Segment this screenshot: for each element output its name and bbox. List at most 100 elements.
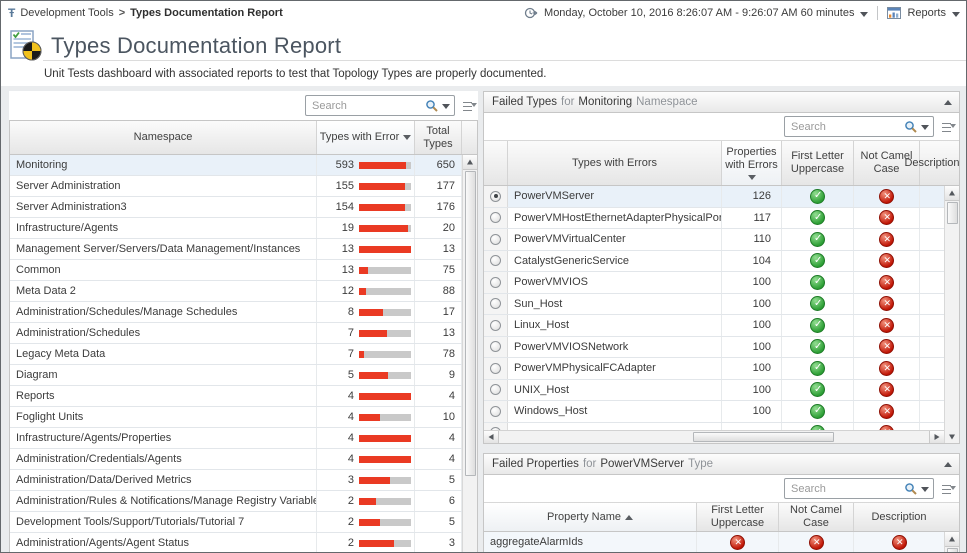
row-radio-button[interactable]	[490, 277, 501, 288]
errors-bar-fill	[359, 435, 411, 442]
table-row[interactable]: Server Administration 155 177	[10, 176, 462, 197]
column-header-first-letter-uppercase[interactable]: First Letter Uppercase	[782, 141, 854, 185]
scroll-left-button[interactable]	[484, 431, 499, 443]
column-header-properties-with-errors[interactable]: Properties with Errors	[722, 141, 782, 185]
errors-bar	[359, 225, 411, 232]
table-row[interactable]	[484, 423, 944, 431]
table-row[interactable]: UNIX_Host 100	[484, 380, 944, 402]
table-row[interactable]: Infrastructure/Agents 19 20	[10, 218, 462, 239]
failed-properties-vertical-scrollbar[interactable]	[944, 532, 959, 552]
scroll-up-button[interactable]	[945, 532, 959, 547]
table-settings-icon[interactable]	[463, 100, 477, 112]
scroll-down-button[interactable]	[944, 430, 959, 443]
table-row[interactable]: aggregateAlarmIds	[484, 532, 944, 552]
scrollbar-thumb[interactable]	[947, 202, 958, 224]
row-radio-button[interactable]	[490, 363, 501, 374]
title-underline: Types Documentation Report	[43, 33, 966, 61]
table-row[interactable]: Administration/Agents/Agent Status 2 3	[10, 533, 462, 552]
scrollbar-track[interactable]	[499, 431, 929, 443]
namespace-table-body-wrap: Monitoring 593 650 Server Administration…	[10, 155, 477, 552]
reports-menu-label[interactable]: Reports	[907, 7, 946, 19]
search-icon[interactable]	[904, 482, 918, 496]
row-radio-button[interactable]	[490, 341, 501, 352]
row-radio-button[interactable]	[490, 255, 501, 266]
namespace-cell: Administration/Schedules/Manage Schedule…	[10, 302, 317, 322]
table-row[interactable]: Infrastructure/Agents/Properties 4 4	[10, 428, 462, 449]
search-icon[interactable]	[904, 120, 918, 134]
search-input[interactable]	[791, 483, 904, 495]
search-options-caret-icon[interactable]	[921, 487, 929, 492]
table-row[interactable]: Server Administration3 154 176	[10, 197, 462, 218]
column-header-not-camel-case[interactable]: Not Camel Case	[779, 503, 854, 531]
collapse-panel-icon[interactable]	[944, 100, 952, 105]
table-row[interactable]: Common 13 75	[10, 260, 462, 281]
row-radio-button[interactable]	[490, 298, 501, 309]
table-row[interactable]: Reports 4 4	[10, 386, 462, 407]
table-row[interactable]: Management Server/Servers/Data Managemen…	[10, 239, 462, 260]
namespace-vertical-scrollbar[interactable]	[462, 155, 477, 552]
table-row[interactable]: Meta Data 2 12 88	[10, 281, 462, 302]
failed-types-horizontal-scrollbar[interactable]	[484, 430, 944, 443]
first-letter-uppercase-cell	[782, 337, 854, 358]
scrollbar-thumb[interactable]	[465, 171, 476, 476]
table-row[interactable]: PowerVMPhysicalFCAdapter 100	[484, 358, 944, 380]
column-header-description[interactable]: Description	[920, 141, 944, 185]
column-header-property-name[interactable]: Property Name	[484, 503, 697, 531]
table-row[interactable]: PowerVMVIOSNetwork 100	[484, 337, 944, 359]
search-input[interactable]	[791, 121, 904, 133]
scrollbar-thumb[interactable]	[947, 548, 958, 552]
column-header-first-letter-uppercase[interactable]: First Letter Uppercase	[697, 503, 779, 531]
table-row[interactable]: Administration/Rules & Notifications/Man…	[10, 491, 462, 512]
table-settings-icon[interactable]	[942, 483, 956, 495]
column-header-types-with-errors[interactable]: Types with Errors	[508, 141, 722, 185]
table-row[interactable]: Administration/Schedules/Manage Schedule…	[10, 302, 462, 323]
table-row[interactable]: Legacy Meta Data 7 78	[10, 344, 462, 365]
column-header-total-types[interactable]: Total Types	[415, 121, 462, 154]
table-row[interactable]: Monitoring 593 650	[10, 155, 462, 176]
not-camel-case-cell	[854, 186, 920, 207]
scroll-up-button[interactable]	[463, 155, 477, 170]
row-radio-button[interactable]	[490, 320, 501, 331]
search-input[interactable]	[312, 100, 425, 112]
search-options-caret-icon[interactable]	[442, 104, 450, 109]
table-row[interactable]: Windows_Host 100	[484, 401, 944, 423]
table-row[interactable]: Administration/Data/Derived Metrics 3 5	[10, 470, 462, 491]
breadcrumb-parent[interactable]: Development Tools	[20, 7, 113, 19]
scrollbar-thumb[interactable]	[693, 432, 835, 442]
table-row[interactable]: PowerVMVirtualCenter 110	[484, 229, 944, 251]
row-radio-button[interactable]	[490, 427, 501, 430]
row-radio-button[interactable]	[490, 191, 501, 202]
row-radio-button[interactable]	[490, 406, 501, 417]
row-radio-button[interactable]	[490, 212, 501, 223]
table-row[interactable]: CatalystGenericService 104	[484, 251, 944, 273]
table-row[interactable]: Linux_Host 100	[484, 315, 944, 337]
table-row[interactable]: Administration/Credentials/Agents 4 4	[10, 449, 462, 470]
search-icon[interactable]	[425, 99, 439, 113]
table-row[interactable]: Administration/Schedules 7 13	[10, 323, 462, 344]
reports-caret-icon[interactable]	[952, 12, 960, 17]
column-header-types-with-error[interactable]: Types with Error	[317, 121, 415, 154]
table-row[interactable]: PowerVMHostEthernetAdapterPhysicalPort 1…	[484, 208, 944, 230]
table-row[interactable]: Diagram 5 9	[10, 365, 462, 386]
search-options-caret-icon[interactable]	[921, 125, 929, 130]
table-row[interactable]: PowerVMServer 126	[484, 186, 944, 208]
failed-types-vertical-scrollbar[interactable]	[944, 186, 959, 430]
table-row[interactable]: Sun_Host 100	[484, 294, 944, 316]
table-settings-icon[interactable]	[942, 121, 956, 133]
properties-with-errors-cell: 100	[722, 401, 782, 422]
row-radio-button[interactable]	[490, 384, 501, 395]
column-header-description[interactable]: Description	[854, 503, 944, 531]
table-row[interactable]: Foglight Units 4 10	[10, 407, 462, 428]
table-row[interactable]: Development Tools/Support/Tutorials/Tuto…	[10, 512, 462, 533]
column-header-namespace[interactable]: Namespace	[10, 121, 317, 154]
failed-types-panel-title[interactable]: Failed Types for Monitoring Namespace	[483, 91, 960, 113]
row-radio-button[interactable]	[490, 234, 501, 245]
pass-icon	[810, 339, 825, 354]
failed-properties-panel-title[interactable]: Failed Properties for PowerVMServer Type	[483, 453, 960, 475]
time-range-caret-icon[interactable]	[860, 12, 868, 17]
collapse-panel-icon[interactable]	[944, 462, 952, 467]
scroll-up-button[interactable]	[945, 186, 959, 201]
time-range-label[interactable]: Monday, October 10, 2016 8:26:07 AM - 9:…	[544, 7, 854, 19]
table-row[interactable]: PowerVMVIOS 100	[484, 272, 944, 294]
scroll-right-button[interactable]	[929, 431, 944, 443]
